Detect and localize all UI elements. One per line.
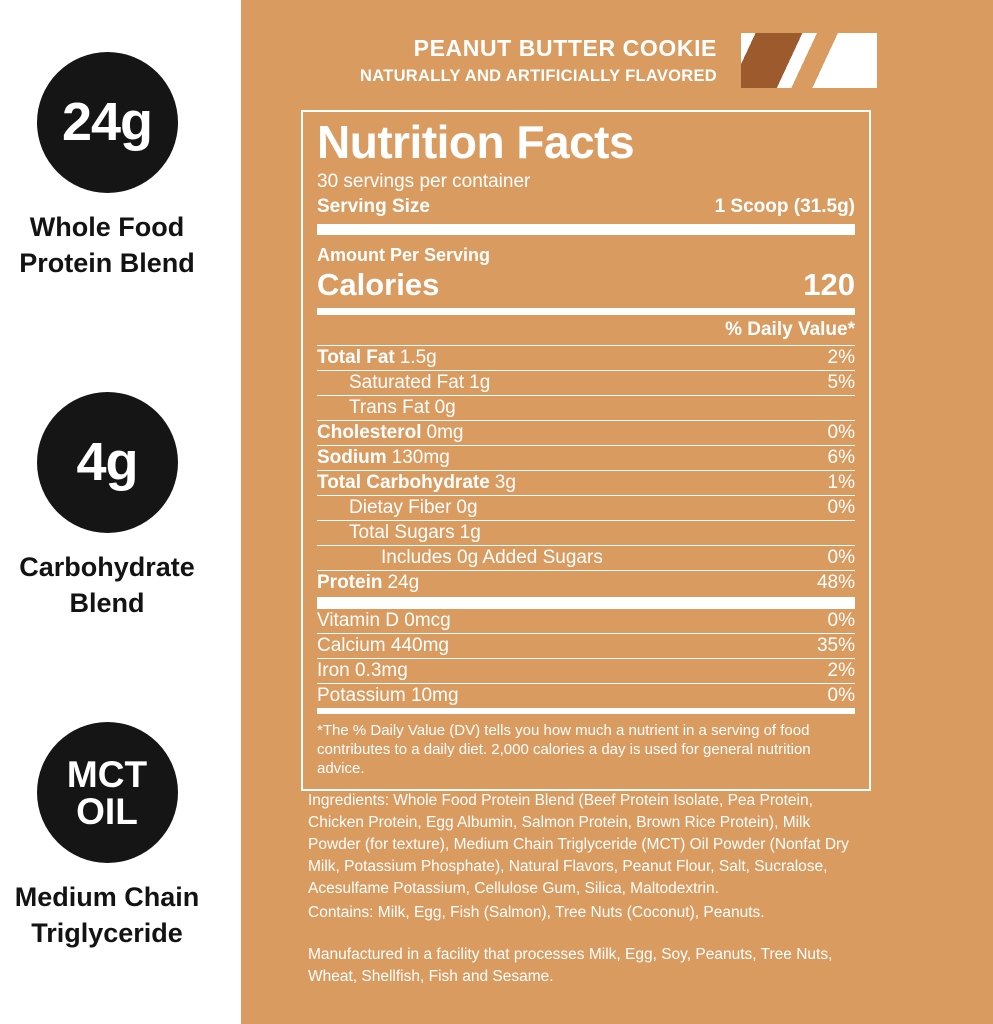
- divider-bar: [317, 308, 855, 316]
- vitamin-row-iron: Iron 0.3mg 2%: [317, 659, 855, 685]
- vitamin-row-calcium: Calcium 440mg 35%: [317, 634, 855, 660]
- mct-line1: MCT: [66, 753, 148, 795]
- brand-stripes-logo-icon: [741, 33, 877, 88]
- divider-bar: [317, 597, 855, 610]
- calories-row: Calories 120: [317, 269, 855, 300]
- carb-amount-circle: 4g: [36, 392, 178, 533]
- nutrition-facts-panel: Nutrition Facts 30 servings per containe…: [301, 110, 871, 791]
- nutrient-row-sodium: Sodium 130mg 6%: [317, 446, 855, 472]
- badge-mct-oil: MCT OIL Medium Chain Triglyceride: [0, 722, 214, 951]
- nutrient-row-dietary-fiber: Dietay Fiber 0g 0%: [317, 496, 855, 522]
- vitamin-row-vitamin-d: Vitamin D 0mcg 0%: [317, 609, 855, 635]
- flavor-name: PEANUT BUTTER COOKIE: [413, 35, 717, 61]
- carb-amount: 4g: [76, 431, 138, 492]
- divider-bar: [317, 708, 855, 715]
- protein-badge-label: Whole Food Protein Blend: [19, 212, 195, 278]
- label-header: PEANUT BUTTER COOKIE NATURALLY AND ARTIF…: [360, 33, 877, 88]
- mct-badge-label: Medium Chain Triglyceride: [14, 882, 200, 948]
- flavor-block: PEANUT BUTTER COOKIE NATURALLY AND ARTIF…: [360, 33, 717, 86]
- badge-carbohydrate: 4g Carbohydrate Blend: [0, 392, 214, 621]
- calories-label: Calories: [317, 267, 440, 303]
- vitamin-row-potassium: Potassium 10mg 0%: [317, 685, 855, 707]
- nutrient-row-cholesterol: Cholesterol 0mg 0%: [317, 421, 855, 447]
- mct-oil-circle: MCT OIL: [36, 722, 178, 863]
- badge-protein: 24g Whole Food Protein Blend: [0, 52, 214, 281]
- label-panel: PEANUT BUTTER COOKIE NATURALLY AND ARTIF…: [241, 0, 993, 1024]
- nutrition-facts-title: Nutrition Facts: [317, 116, 635, 168]
- contains-allergens-text: Contains: Milk, Egg, Fish (Salmon), Tree…: [308, 904, 765, 921]
- left-highlights-column: 24g Whole Food Protein Blend 4g Carbohyd…: [0, 0, 241, 1024]
- serving-size-label: Serving Size: [317, 196, 430, 218]
- protein-amount: 24g: [61, 91, 153, 152]
- nutrient-row-saturated-fat: Saturated Fat 1g 5%: [317, 371, 855, 397]
- nutrient-row-total-fat: Total Fat 1.5g 2%: [317, 346, 855, 372]
- daily-value-header: % Daily Value*: [317, 315, 855, 347]
- nutrient-row-protein: Protein 24g 48%: [317, 572, 855, 594]
- nutrient-row-trans-fat: Trans Fat 0g: [317, 396, 855, 422]
- serving-size-row: Serving Size 1 Scoop (31.5g): [317, 196, 855, 218]
- amount-per-serving-label: Amount Per Serving: [317, 245, 491, 266]
- nutrient-row-added-sugars: Includes 0g Added Sugars 0%: [317, 546, 855, 572]
- protein-amount-circle: 24g: [36, 52, 178, 193]
- nutrient-row-total-carbohydrate: Total Carbohydrate 3g 1%: [317, 471, 855, 497]
- calories-value: 120: [803, 267, 855, 303]
- manufactured-facility-text: Manufactured in a facility that processe…: [308, 946, 833, 985]
- divider-bar: [317, 224, 855, 236]
- ingredients-text: Ingredients: Whole Food Protein Blend (B…: [308, 792, 849, 897]
- serving-size-value: 1 Scoop (31.5g): [714, 196, 855, 218]
- daily-value-footnote: *The % Daily Value (DV) tells you how mu…: [317, 722, 811, 777]
- nutrient-row-total-sugars: Total Sugars 1g: [317, 521, 855, 547]
- flavor-subtitle: NATURALLY AND ARTIFICIALLY FLAVORED: [359, 67, 717, 86]
- servings-per-container: 30 servings per container: [317, 171, 531, 193]
- mct-line2: OIL: [76, 790, 138, 832]
- carb-badge-label: Carbohydrate Blend: [19, 552, 195, 618]
